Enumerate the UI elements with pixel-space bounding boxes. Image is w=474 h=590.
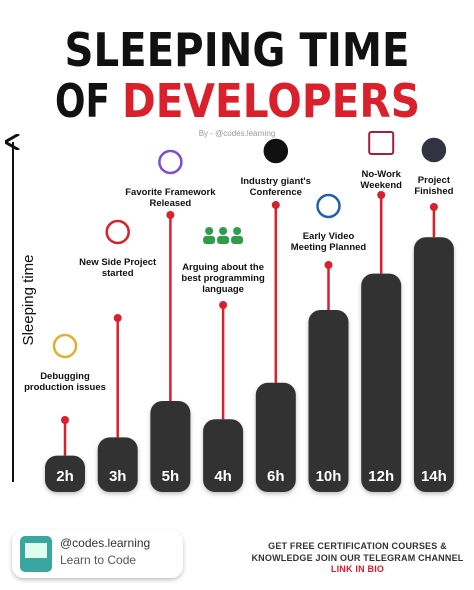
value-label: 5h (162, 468, 180, 485)
profile-icon (25, 543, 47, 558)
value-label: 10h (316, 468, 342, 485)
connector-dot (377, 191, 386, 199)
icon (219, 227, 228, 235)
value-label: 3h (109, 468, 127, 485)
connector-dot (271, 201, 280, 209)
annotation: Early Video Meeting Planned (290, 231, 367, 253)
bar (255, 382, 296, 492)
connector-dot (219, 301, 228, 309)
title: OF (55, 74, 110, 128)
bar (413, 237, 454, 492)
icon (205, 227, 214, 235)
annotation: Favorite Framework Released (125, 187, 216, 209)
icon (217, 236, 230, 244)
handle: @codes.learning (60, 536, 150, 550)
icon (368, 131, 395, 155)
connector-dot (61, 416, 69, 424)
connector-dot (324, 261, 333, 269)
icon (158, 149, 183, 175)
connector-dot (166, 211, 175, 219)
icon (316, 193, 341, 219)
value-label: 14h (421, 468, 447, 485)
profile-card (12, 530, 183, 578)
tagline: Learn to Code (60, 553, 136, 567)
value-label: 2h (56, 468, 74, 485)
icon (52, 333, 78, 359)
value-label: 6h (267, 468, 285, 485)
icon (231, 236, 244, 244)
title: DEVELOPERS (122, 74, 420, 128)
value-label: 4h (214, 468, 232, 485)
bar (308, 310, 349, 492)
connector-dot (113, 314, 122, 322)
value-label: 12h (368, 468, 394, 485)
bar (45, 455, 85, 492)
annotation: Project Finished (414, 175, 454, 197)
annotation: Industry giant's Conference (240, 176, 311, 198)
icon (263, 138, 289, 164)
bar (97, 437, 138, 492)
bar (203, 419, 244, 492)
icon (105, 219, 130, 245)
annotation: New Side Project started (79, 257, 157, 279)
bar (150, 401, 191, 492)
cta-line: LINK IN BIO (330, 564, 385, 575)
annotation: Debugging production issues (24, 371, 106, 393)
bar (361, 273, 402, 492)
cta-line: GET FREE CERTIFICATION COURSES & (268, 541, 447, 551)
icon (203, 236, 216, 244)
connector-dot (429, 203, 438, 211)
title: SLEEPING TIME (65, 23, 410, 77)
call-to-action: GET FREE CERTIFICATION COURSES & KNOWLED… (245, 541, 470, 576)
icon (421, 137, 447, 163)
byline: By - @codes.learning (199, 129, 276, 138)
icon (233, 227, 242, 235)
annotation: Arguing about the best programming langu… (181, 262, 265, 295)
y-axis-label: Sleeping time (20, 255, 37, 346)
cta-line: KNOWLEDGE JOIN OUR TELEGRAM CHANNEL (251, 552, 464, 563)
annotation: No-Work Weekend (360, 169, 402, 191)
